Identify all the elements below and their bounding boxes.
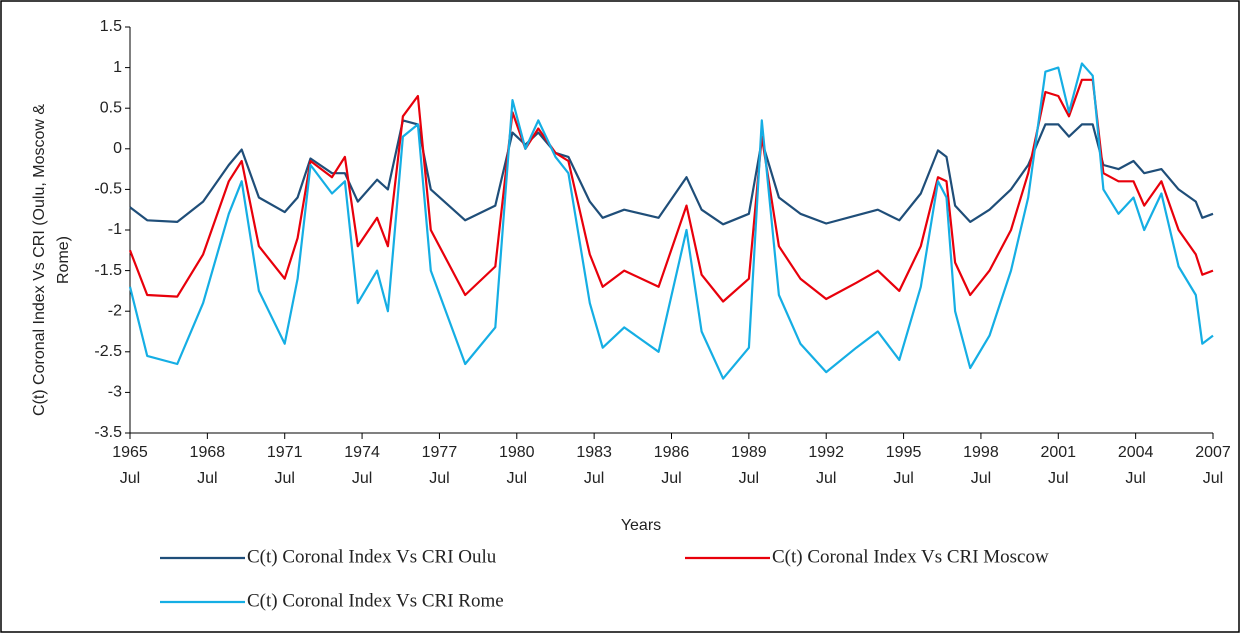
y-tick-label: -2 <box>108 302 122 319</box>
x-tick-label: 1986 Jul <box>654 444 690 487</box>
y-tick-label: 1.5 <box>100 18 122 35</box>
y-tick-label: 1 <box>113 59 122 76</box>
x-tick-label: 1983 Jul <box>576 444 612 487</box>
x-tick-label: 1998 Jul <box>963 444 999 487</box>
x-tick-label: 1974 Jul <box>344 444 380 487</box>
series-line <box>128 78 1214 303</box>
y-tick-label: -0.5 <box>94 181 122 198</box>
x-tick-label: 2007 Jul <box>1195 444 1231 487</box>
series-line <box>128 62 1214 380</box>
y-tick-label: -2.5 <box>94 343 122 360</box>
x-axis-title: Years <box>621 517 661 534</box>
legend-label: C(t) Coronal Index Vs CRI Moscow <box>772 546 1049 567</box>
y-tick-label: -3 <box>108 384 122 401</box>
y-axis-title: C(t) Coronal Index Vs CRI (Oulu, Moscow … <box>31 104 72 416</box>
x-tick-label: 1989 Jul <box>731 444 767 487</box>
x-tick-label: 1965 Jul <box>112 444 148 487</box>
x-tick-label: 2001 Jul <box>1040 444 1076 487</box>
x-tick-label: 1992 Jul <box>808 444 844 487</box>
x-tick-label: 1995 Jul <box>886 444 922 487</box>
x-tick-label: 1980 Jul <box>499 444 535 487</box>
y-tick-label: 0 <box>113 140 122 157</box>
y-tick-label: -1 <box>108 221 122 238</box>
x-tick-label: 1977 Jul <box>422 444 458 487</box>
legend-label: C(t) Coronal Index Vs CRI Oulu <box>247 546 497 567</box>
x-tick-label: 1971 Jul <box>267 444 303 487</box>
x-tick-label: 2004 Jul <box>1118 444 1154 487</box>
x-tick-label: 1968 Jul <box>190 444 226 487</box>
y-tick-label: -1.5 <box>94 262 122 279</box>
y-tick-label: -3.5 <box>94 424 122 441</box>
y-tick-label: 0.5 <box>100 99 122 116</box>
legend-label: C(t) Coronal Index Vs CRI Rome <box>247 590 504 611</box>
